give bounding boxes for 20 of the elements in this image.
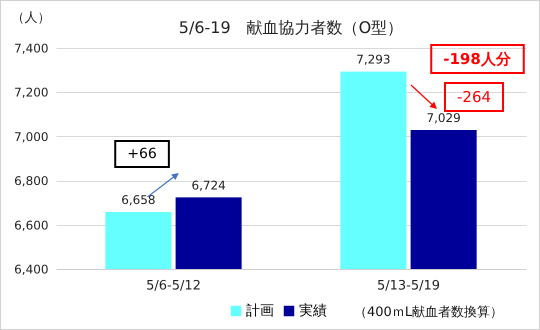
y-axis-title: （人）: [12, 10, 50, 26]
annotation: +66: [127, 146, 157, 162]
legend-label: 実績: [299, 303, 327, 319]
data-label: 6,724: [191, 178, 226, 192]
y-tick-label: 6,600: [14, 218, 48, 232]
data-label: 7,029: [426, 110, 461, 125]
x-tick-label: 5/6-5/12: [146, 278, 201, 294]
y-tick-label: 7,200: [14, 86, 48, 100]
data-label: 6,658: [121, 192, 156, 207]
text: （400ｍL献血者数換算）: [354, 305, 504, 320]
annotation: -264: [456, 88, 492, 106]
y-tick-label: 7,400: [14, 42, 48, 56]
y-tick-label: 6,400: [14, 262, 48, 276]
chart-title: 5/6-19 献血協力者数（O型）: [178, 18, 404, 37]
y-tick-label: 6,800: [14, 174, 48, 188]
legend-label: 計画: [246, 303, 274, 319]
y-tick-label: 7,000: [14, 130, 48, 144]
annotation: -198人分: [443, 50, 512, 68]
x-tick-label: 5/13-5/19: [376, 278, 440, 294]
data-label: 7,293: [356, 52, 391, 67]
